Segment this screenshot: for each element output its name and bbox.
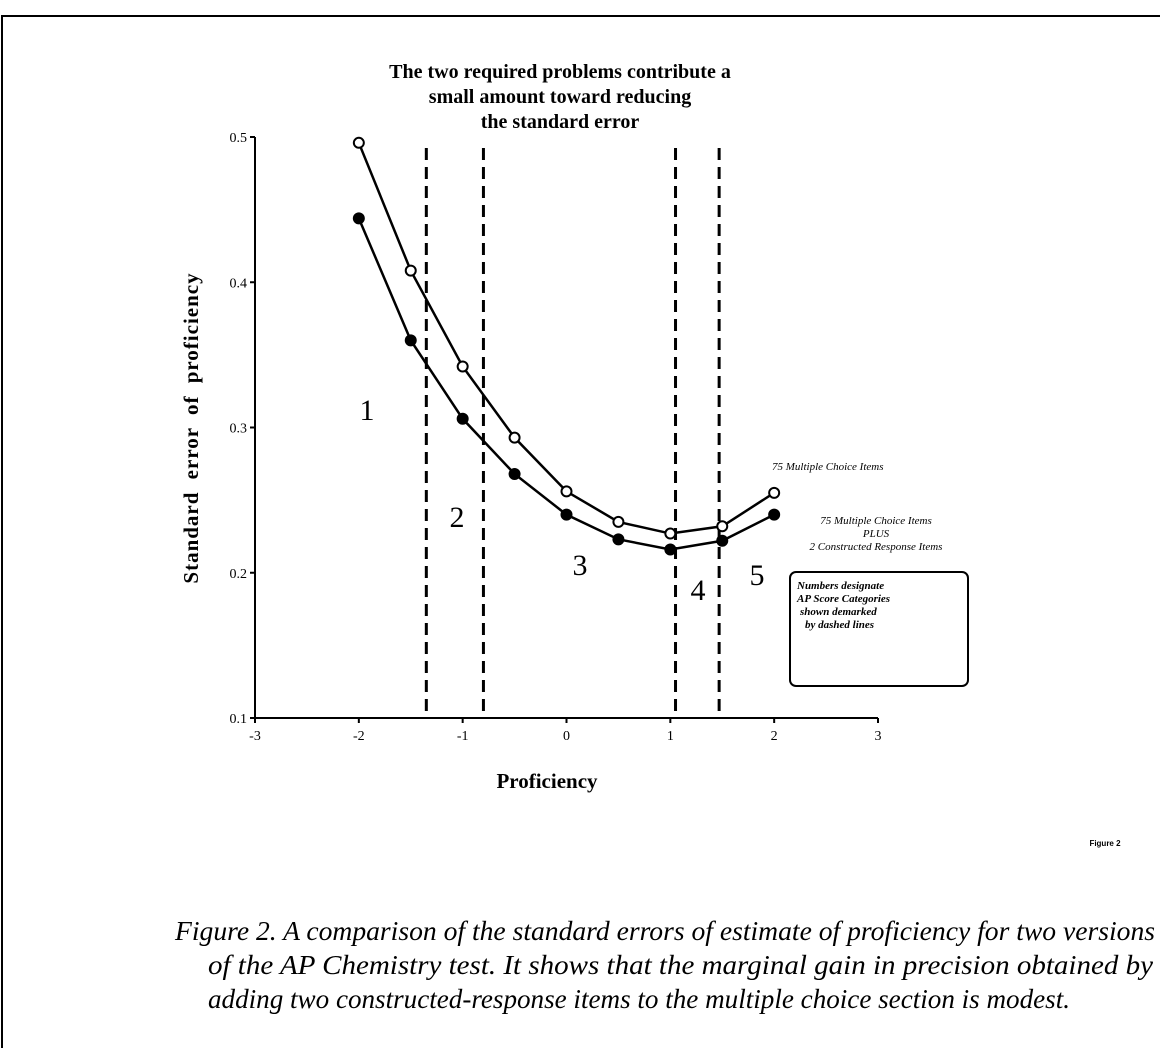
figure-tag: Figure 2 bbox=[1089, 839, 1121, 848]
series-line bbox=[357, 142, 775, 535]
series-label: PLUS bbox=[862, 528, 890, 540]
y-tick-label: 0.3 bbox=[230, 422, 248, 437]
region-label: 5 bbox=[750, 559, 765, 592]
series-label: 75 Multiple Choice Items bbox=[820, 515, 932, 527]
region-label: 1 bbox=[360, 394, 375, 427]
x-tick-label: -1 bbox=[457, 729, 469, 744]
caption: Figure 2. A comparison of the standard e… bbox=[174, 916, 1155, 946]
x-tick-label: 1 bbox=[667, 729, 674, 744]
data-point bbox=[560, 485, 573, 498]
data-point bbox=[664, 543, 677, 556]
y-tick-label: 0.5 bbox=[230, 131, 248, 146]
data-point bbox=[404, 264, 417, 277]
note-box bbox=[789, 571, 969, 687]
region-label: 4 bbox=[691, 574, 706, 607]
note-text: Numbers designate bbox=[796, 580, 884, 592]
chart-title: The two required problems contribute a bbox=[389, 61, 731, 83]
data-point bbox=[456, 360, 469, 373]
series-line bbox=[357, 217, 775, 551]
note-text: shown demarked bbox=[799, 606, 877, 618]
x-tick-label: 2 bbox=[771, 729, 778, 744]
caption: adding two constructed-response items to… bbox=[208, 984, 1070, 1014]
data-point bbox=[716, 520, 729, 533]
x-tick-label: 0 bbox=[563, 729, 570, 744]
note-text: AP Score Categories bbox=[796, 593, 890, 605]
data-point bbox=[716, 534, 729, 547]
region-label: 2 bbox=[450, 501, 465, 534]
data-point bbox=[508, 431, 521, 444]
data-point bbox=[352, 212, 365, 225]
y-tick-label: 0.2 bbox=[230, 567, 248, 582]
data-point bbox=[352, 136, 365, 149]
series-label: 2 Constructed Response Items bbox=[810, 541, 943, 553]
chart-title: the standard error bbox=[481, 111, 640, 133]
caption: of the AP Chemistry test. It shows that … bbox=[208, 950, 1153, 980]
x-tick-label: -3 bbox=[249, 729, 261, 744]
series-label: 75 Multiple Choice Items bbox=[772, 461, 884, 473]
y-tick-label: 0.1 bbox=[230, 712, 248, 727]
data-point bbox=[768, 508, 781, 521]
data-point bbox=[404, 334, 417, 347]
data-point bbox=[768, 486, 781, 499]
data-point bbox=[508, 467, 521, 480]
x-tick-label: -2 bbox=[353, 729, 365, 744]
note-text: by dashed lines bbox=[805, 619, 874, 631]
chart-title: small amount toward reducing bbox=[429, 86, 691, 108]
data-point bbox=[612, 533, 625, 546]
frame bbox=[1, 15, 1160, 1048]
x-axis-label: Proficiency bbox=[496, 769, 598, 793]
y-axis-label: Standard error of proficiency bbox=[179, 272, 203, 583]
data-point bbox=[612, 515, 625, 528]
x-tick-label: 3 bbox=[875, 729, 882, 744]
data-point bbox=[456, 412, 469, 425]
y-tick-label: 0.4 bbox=[230, 276, 248, 291]
data-point bbox=[560, 508, 573, 521]
region-label: 3 bbox=[573, 549, 588, 582]
data-point bbox=[664, 527, 677, 540]
